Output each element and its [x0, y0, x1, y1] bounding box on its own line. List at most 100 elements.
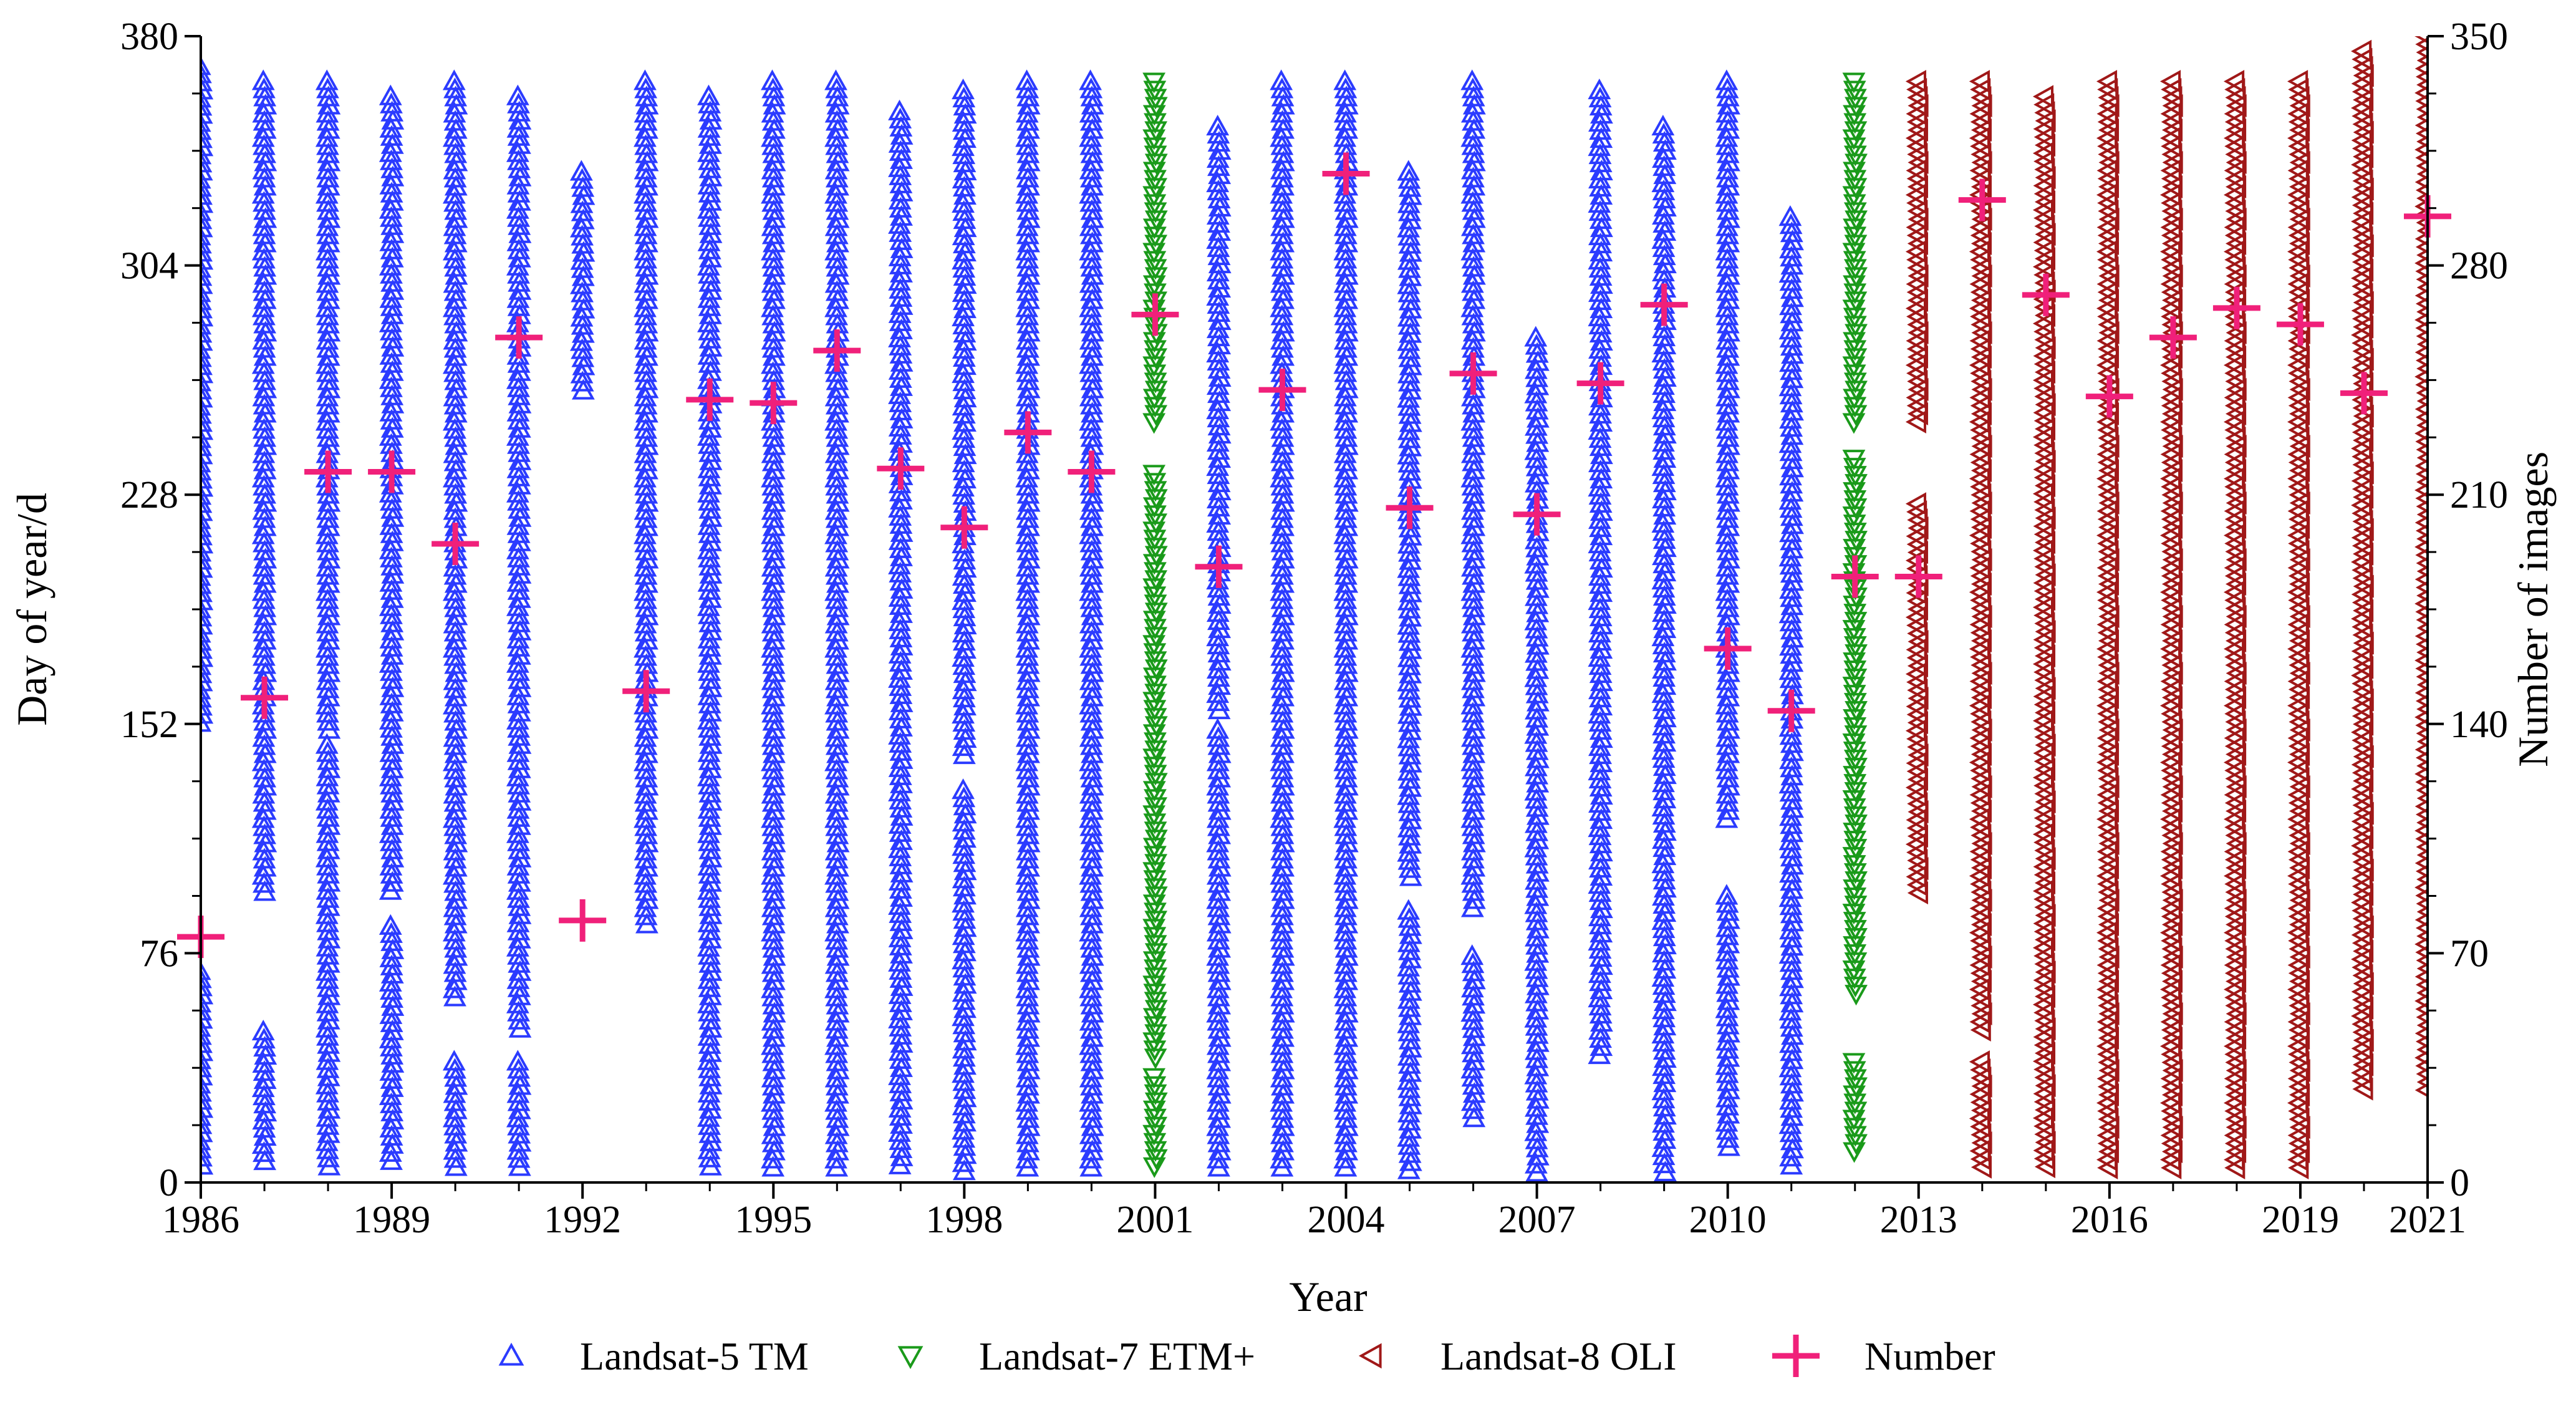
number-marker-2020 [2340, 372, 2388, 415]
l5-marker-column [1460, 944, 1486, 1128]
y2-tick-label: 70 [2450, 932, 2489, 975]
l8-marker-column [2159, 70, 2183, 1179]
y2-tick-label: 280 [2450, 245, 2508, 288]
number-marker-1996 [813, 329, 861, 372]
l7-marker-column [1142, 1068, 1168, 1178]
l7-marker-column [1842, 450, 1868, 1006]
number-marker-1994 [686, 378, 734, 421]
l5-marker-column [1397, 899, 1422, 1179]
l5-marker-column [379, 914, 405, 1170]
number-marker-1988 [304, 450, 352, 493]
l5-year-2002 [1206, 114, 1232, 1177]
number-marker-2019 [2276, 303, 2324, 346]
number-marker-2000 [1068, 450, 1116, 493]
l5-marker-column [761, 69, 786, 1177]
l5-marker-column [506, 1050, 532, 1176]
l8-marker-column [1905, 70, 1929, 433]
y2-axis-title: Number of images [2509, 452, 2557, 767]
legend-entry: Landsat-7 ETM+ [897, 1334, 1255, 1378]
x-tick-label: 1998 [925, 1199, 1003, 1241]
l8-year-2019 [2287, 70, 2310, 1179]
x-axis-title: Year [1289, 1273, 1368, 1320]
l8-year-2014 [1969, 70, 1992, 1179]
l8-marker-column [2223, 70, 2247, 1179]
y2-tick-label: 140 [2450, 703, 2508, 746]
l7-year-2012 [1842, 72, 1868, 1163]
l5-marker-column [1206, 718, 1232, 1177]
number-marker-1995 [750, 382, 798, 425]
l5-marker-column [1588, 78, 1613, 1065]
l5-marker-column [1333, 69, 1359, 1177]
l5-year-1989 [379, 84, 405, 1170]
l5-marker-column [442, 69, 468, 1007]
l5-marker-column [888, 99, 914, 1174]
l5-year-1992 [569, 160, 596, 400]
l5-year-2010 [1715, 69, 1740, 1156]
l5-marker-column [251, 69, 277, 901]
l8-year-2017 [2159, 70, 2183, 1179]
x-tick-label: 2021 [2389, 1199, 2466, 1241]
l8-marker-column [1969, 1050, 1992, 1179]
landsat8-series [1905, 36, 2428, 1179]
l5-marker-column [1079, 69, 1104, 1177]
y2-tick-label: 210 [2450, 474, 2508, 516]
number-marker-1997 [877, 447, 925, 490]
l5-year-1995 [761, 69, 786, 1177]
l5-marker-column [506, 84, 532, 1038]
l5-year-1993 [634, 69, 659, 934]
number-marker-2008 [1576, 362, 1624, 405]
l5-year-2000 [1079, 69, 1104, 1177]
l5-marker-column [1715, 69, 1740, 828]
l7-marker-column [1142, 72, 1168, 434]
l5-marker-column [634, 69, 659, 934]
number-marker-2017 [2149, 316, 2197, 359]
l7-marker-column [1142, 465, 1168, 1070]
number-marker-1990 [432, 522, 480, 565]
number-marker-2011 [1767, 689, 1815, 732]
l5-year-2004 [1333, 69, 1359, 1177]
number-marker-2013 [1894, 555, 1942, 598]
l8-year-2015 [2032, 85, 2056, 1179]
legend-label: Landsat-5 TM [580, 1334, 809, 1378]
l8-year-2018 [2223, 70, 2247, 1179]
number-marker-2007 [1513, 493, 1561, 536]
number-marker-2010 [1704, 627, 1752, 670]
number-marker-2009 [1640, 283, 1688, 326]
x-tick-label: 1995 [735, 1199, 812, 1241]
x-tick-label: 2007 [1498, 1199, 1576, 1241]
axes: 1986 1989 1992 1995 1998 2001 2004 2007 2010 2013… [120, 16, 2508, 1241]
l5-year-1997 [888, 99, 914, 1174]
l5-year-2009 [1651, 114, 1677, 1182]
legend-marker-plus [1772, 1335, 1820, 1377]
y-tick-label: 228 [120, 474, 178, 516]
l5-year-1987 [251, 69, 277, 1171]
x-tick-label: 2001 [1116, 1199, 1194, 1241]
l8-marker-column [2032, 85, 2056, 1179]
number-marker-1999 [1004, 411, 1052, 454]
l5-marker-column [251, 1020, 277, 1171]
l5-year-1999 [1015, 69, 1041, 1177]
l5-marker-column [952, 78, 977, 765]
l5-marker-column [442, 1050, 468, 1176]
l5-marker-column [569, 160, 596, 400]
y-tick-label: 152 [120, 703, 178, 746]
y-axis-title: Day of year/d [8, 493, 55, 726]
number-marker-2003 [1258, 369, 1306, 412]
x-tick-label: 2019 [2262, 1199, 2339, 1241]
number-marker-1992 [559, 899, 607, 942]
l8-year-2020 [2351, 39, 2374, 1101]
l8-marker-column [1905, 492, 1929, 905]
number-marker-2001 [1131, 293, 1179, 336]
landsat7-series [1142, 72, 1868, 1178]
number-marker-1989 [368, 450, 416, 493]
plot-area [177, 36, 2451, 1182]
x-tick-label: 1986 [162, 1199, 239, 1241]
l5-marker-column [824, 69, 850, 1177]
x-tick-label: 2010 [1689, 1199, 1767, 1241]
number-marker-2015 [2022, 273, 2070, 316]
legend-marker [897, 1346, 924, 1370]
l5-year-1996 [824, 69, 850, 1177]
landsat5-series [201, 56, 1804, 1182]
l5-marker-column [952, 778, 977, 1181]
number-marker-2016 [2085, 375, 2133, 418]
